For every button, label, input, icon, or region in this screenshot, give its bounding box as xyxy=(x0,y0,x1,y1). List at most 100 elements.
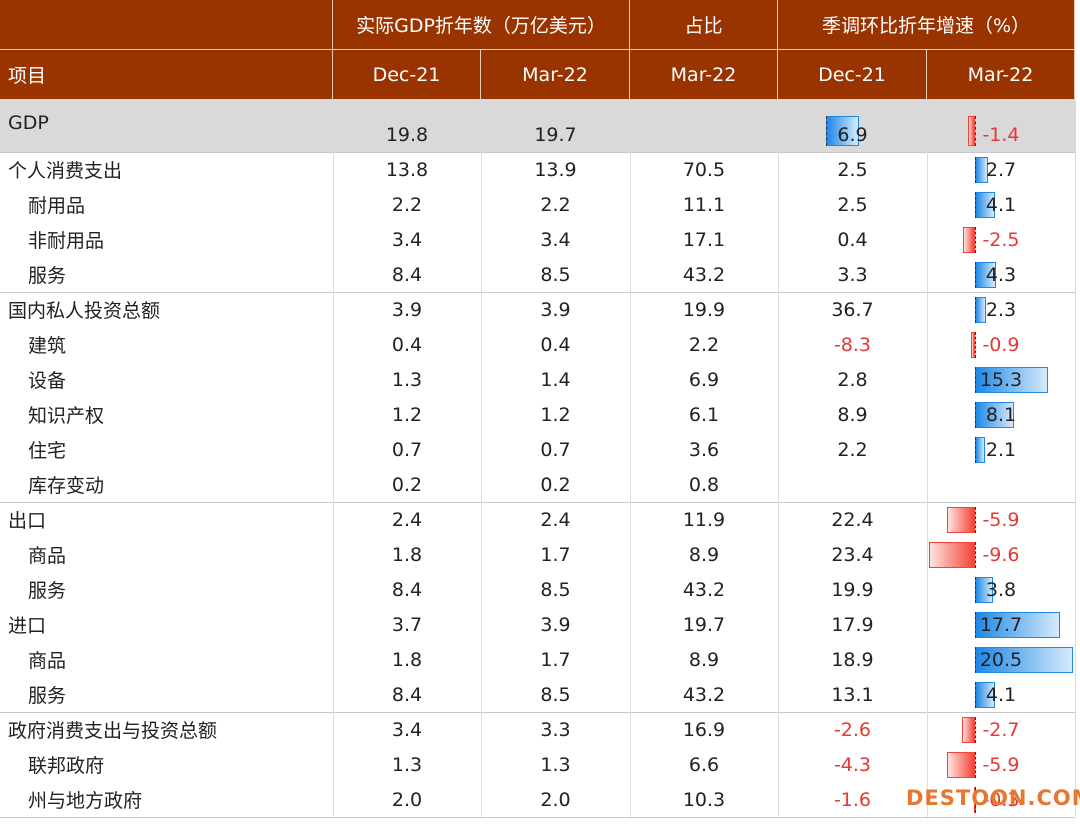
cell-value: 2.8 xyxy=(837,368,868,391)
cell-value: 1.3 xyxy=(540,753,571,776)
cell-value: 1.7 xyxy=(540,543,571,566)
table-bottom xyxy=(0,817,1075,818)
cell-value: 2.0 xyxy=(391,788,423,811)
cell-value: 6.9 xyxy=(688,368,720,391)
cell-value: 10.3 xyxy=(682,788,726,811)
cell-value: 36.7 xyxy=(831,298,874,321)
cell-value: 15.3 xyxy=(979,368,1023,391)
watermark: DESTOON.COM xyxy=(906,786,1080,810)
cell-value: 17.7 xyxy=(979,613,1023,636)
data-bar xyxy=(968,116,975,146)
cell-value: -0.3 xyxy=(982,788,1020,811)
column-header: Mar-22 xyxy=(481,50,630,100)
cell-value: 1.2 xyxy=(540,403,571,426)
data-bar xyxy=(975,646,1074,673)
cell-value: 23.4 xyxy=(831,543,874,566)
zero-axis xyxy=(975,116,976,146)
cell-value: 1.2 xyxy=(391,403,423,426)
cell-value: 43.2 xyxy=(682,683,726,706)
row-label: 住宅 xyxy=(28,440,67,462)
row-label: 个人消费支出 xyxy=(8,160,123,182)
column-separator xyxy=(630,100,631,817)
cell-value: 0.7 xyxy=(391,438,423,461)
row-label: 联邦政府 xyxy=(28,755,105,777)
row-label: GDP xyxy=(8,112,49,134)
cell-value: 6.9 xyxy=(837,124,868,146)
cell-value: 13.9 xyxy=(534,158,577,181)
zero-axis xyxy=(975,191,976,218)
row-shade xyxy=(0,100,1075,152)
cell-value: -2.5 xyxy=(982,228,1020,251)
zero-axis xyxy=(975,401,976,428)
cell-value: 0.2 xyxy=(540,473,571,496)
column-header: Dec-21 xyxy=(778,50,927,100)
data-bar xyxy=(963,226,975,253)
zero-axis xyxy=(975,506,976,533)
cell-value: 16.9 xyxy=(682,718,726,741)
cell-value: 19.7 xyxy=(682,613,726,636)
zero-axis xyxy=(975,541,976,568)
cell-value: 2.4 xyxy=(540,508,571,531)
row-label: 服务 xyxy=(28,685,67,707)
column-header: Mar-22 xyxy=(927,50,1075,100)
group-separator xyxy=(0,152,1075,153)
header-group: 占比 xyxy=(630,0,778,50)
cell-value: 0.4 xyxy=(540,333,571,356)
column-separator xyxy=(481,100,482,817)
cell-value: -9.6 xyxy=(982,543,1020,566)
cell-value: 6.6 xyxy=(688,753,720,776)
cell-value: 70.5 xyxy=(682,158,726,181)
row-label: 知识产权 xyxy=(28,405,105,427)
cell-value: 19.9 xyxy=(682,298,726,321)
cell-value: 0.2 xyxy=(391,473,423,496)
zero-axis xyxy=(975,366,976,393)
header-blank xyxy=(0,0,333,50)
cell-value: 8.4 xyxy=(391,683,423,706)
cell-value: 0.7 xyxy=(540,438,571,461)
cell-value: 2.2 xyxy=(391,193,423,216)
cell-value: 2.2 xyxy=(540,193,571,216)
data-bar xyxy=(946,751,975,778)
cell-value: -1.4 xyxy=(982,124,1020,146)
cell-value: 3.4 xyxy=(540,228,571,251)
data-bar xyxy=(962,716,975,743)
cell-value: 3.9 xyxy=(391,298,423,321)
cell-value: 43.2 xyxy=(682,578,726,601)
group-separator xyxy=(0,292,1075,293)
cell-value: 0.4 xyxy=(837,228,868,251)
cell-value: 1.3 xyxy=(391,753,423,776)
cell-value: 4.1 xyxy=(985,683,1017,706)
cell-value: 1.3 xyxy=(391,368,423,391)
row-label: 商品 xyxy=(28,545,67,567)
cell-value: 2.5 xyxy=(837,193,868,216)
cell-value: -5.9 xyxy=(982,753,1020,776)
cell-value: 8.4 xyxy=(391,263,423,286)
group-separator xyxy=(0,712,1075,713)
cell-value: 22.4 xyxy=(831,508,874,531)
cell-value: 1.8 xyxy=(391,543,423,566)
cell-value: 3.9 xyxy=(540,613,571,636)
row-label: 出口 xyxy=(8,510,47,532)
cell-value: 43.2 xyxy=(682,263,726,286)
row-label: 非耐用品 xyxy=(28,230,105,252)
column-header: 项目 xyxy=(0,50,333,100)
cell-value: -5.9 xyxy=(982,508,1020,531)
header-group: 实际GDP折年数（万亿美元） xyxy=(333,0,630,50)
zero-axis xyxy=(975,261,976,288)
cell-value: 0.4 xyxy=(391,333,423,356)
row-label: 政府消费支出与投资总额 xyxy=(8,720,218,742)
cell-value: 3.7 xyxy=(391,613,423,636)
cell-value: 2.3 xyxy=(985,298,1017,321)
cell-value: 1.7 xyxy=(540,648,571,671)
cell-value: 3.9 xyxy=(540,298,571,321)
zero-axis xyxy=(826,116,827,146)
zero-axis xyxy=(975,156,976,183)
cell-value: 2.0 xyxy=(540,788,571,811)
cell-value: 19.9 xyxy=(831,578,874,601)
zero-axis xyxy=(975,681,976,708)
group-separator xyxy=(0,502,1075,503)
cell-value: 3.3 xyxy=(837,263,868,286)
cell-value: -0.9 xyxy=(982,333,1020,356)
cell-value: 3.4 xyxy=(391,718,423,741)
data-bar xyxy=(975,611,1060,638)
